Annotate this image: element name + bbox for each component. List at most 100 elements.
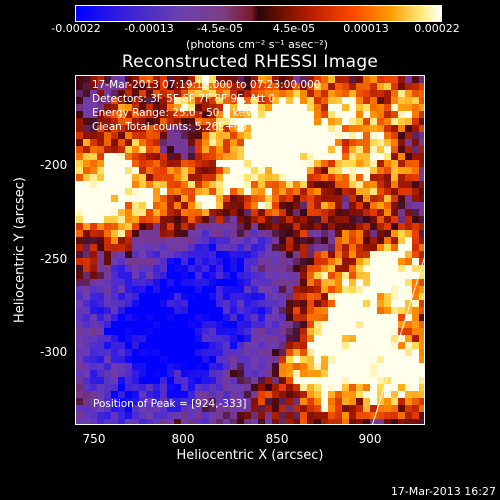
image-pixel: [111, 419, 118, 424]
image-pixel: [97, 174, 104, 181]
image-pixel: [398, 244, 405, 251]
image-pixel: [251, 76, 258, 83]
image-pixel: [202, 328, 209, 335]
image-pixel: [90, 167, 97, 174]
image-pixel: [384, 398, 391, 405]
image-pixel: [251, 223, 258, 230]
image-pixel: [139, 384, 146, 391]
image-pixel: [244, 146, 251, 153]
energy-range-text: Energy Range: 25.0 - 50.0 keV: [92, 107, 253, 119]
image-pixel: [83, 111, 90, 118]
image-pixel: [293, 307, 300, 314]
image-pixel: [328, 398, 335, 405]
image-pixel: [195, 335, 202, 342]
image-pixel: [167, 314, 174, 321]
image-pixel: [356, 300, 363, 307]
image-pixel: [251, 419, 258, 424]
image-pixel: [90, 118, 97, 125]
image-pixel: [307, 335, 314, 342]
image-pixel: [237, 118, 244, 125]
image-pixel: [314, 300, 321, 307]
image-pixel: [223, 279, 230, 286]
image-pixel: [104, 356, 111, 363]
image-pixel: [202, 314, 209, 321]
image-pixel: [419, 321, 424, 328]
image-pixel: [223, 209, 230, 216]
image-pixel: [181, 181, 188, 188]
image-pixel: [328, 202, 335, 209]
image-pixel: [139, 391, 146, 398]
image-pixel: [384, 118, 391, 125]
image-pixel: [90, 272, 97, 279]
image-pixel: [146, 139, 153, 146]
image-pixel: [202, 391, 209, 398]
image-pixel: [335, 412, 342, 419]
image-pixel: [181, 195, 188, 202]
image-pixel: [195, 342, 202, 349]
image-pixel: [181, 279, 188, 286]
image-pixel: [342, 279, 349, 286]
image-pixel: [321, 209, 328, 216]
image-pixel: [412, 111, 419, 118]
image-pixel: [356, 384, 363, 391]
image-pixel: [118, 356, 125, 363]
image-pixel: [174, 118, 181, 125]
image-pixel: [230, 293, 237, 300]
image-pixel: [237, 363, 244, 370]
image-pixel: [314, 265, 321, 272]
image-pixel: [398, 223, 405, 230]
image-pixel: [216, 251, 223, 258]
image-pixel: [328, 328, 335, 335]
image-pixel: [286, 146, 293, 153]
image-pixel: [209, 181, 216, 188]
image-pixel: [384, 195, 391, 202]
image-pixel: [258, 167, 265, 174]
image-pixel: [258, 202, 265, 209]
image-pixel: [83, 230, 90, 237]
reconstructed-image-map: [76, 76, 424, 424]
image-pixel: [412, 209, 419, 216]
image-pixel: [412, 398, 419, 405]
image-pixel: [321, 412, 328, 419]
image-pixel: [286, 118, 293, 125]
image-pixel: [356, 181, 363, 188]
image-pixel: [223, 90, 230, 97]
image-pixel: [139, 90, 146, 97]
image-pixel: [328, 216, 335, 223]
image-pixel: [300, 153, 307, 160]
image-pixel: [251, 251, 258, 258]
image-pixel: [125, 300, 132, 307]
image-pixel: [258, 188, 265, 195]
image-pixel: [153, 258, 160, 265]
image-pixel: [188, 279, 195, 286]
image-pixel: [384, 293, 391, 300]
image-pixel: [118, 349, 125, 356]
image-pixel: [335, 286, 342, 293]
image-pixel: [209, 419, 216, 424]
image-pixel: [300, 258, 307, 265]
image-pixel: [321, 167, 328, 174]
image-pixel: [195, 405, 202, 412]
image-pixel: [335, 111, 342, 118]
x-axis-label: Heliocentric X (arcsec): [176, 448, 324, 463]
image-pixel: [391, 167, 398, 174]
image-pixel: [76, 405, 83, 412]
image-pixel: [202, 223, 209, 230]
image-pixel: [216, 216, 223, 223]
image-pixel: [349, 76, 356, 83]
image-pixel: [195, 307, 202, 314]
image-pixel: [188, 335, 195, 342]
image-pixel: [139, 251, 146, 258]
image-pixel: [286, 167, 293, 174]
image-pixel: [370, 363, 377, 370]
image-pixel: [251, 356, 258, 363]
image-pixel: [405, 146, 412, 153]
image-pixel: [419, 307, 424, 314]
image-pixel: [83, 146, 90, 153]
image-pixel: [335, 202, 342, 209]
image-pixel: [146, 314, 153, 321]
image-pixel: [279, 132, 286, 139]
image-pixel: [125, 342, 132, 349]
image-pixel: [272, 76, 279, 83]
image-pixel: [146, 160, 153, 167]
